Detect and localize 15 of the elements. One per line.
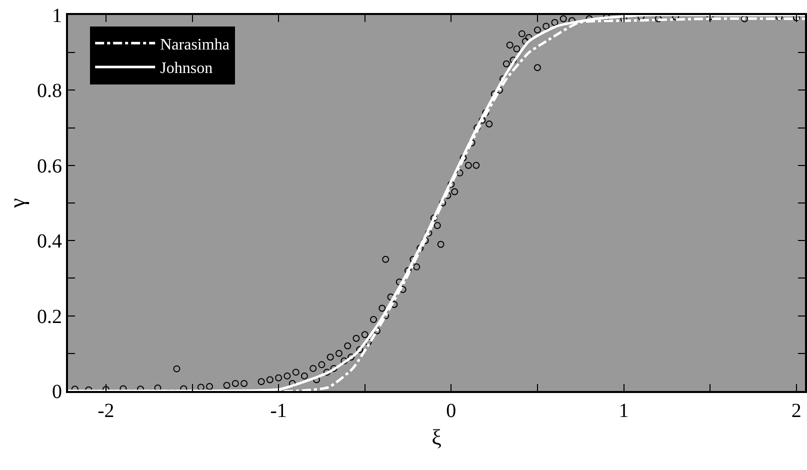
y-tick-label: 0.6 bbox=[37, 155, 62, 178]
legend-label: Narasimha bbox=[160, 36, 230, 54]
x-tick-label: 1 bbox=[618, 400, 629, 422]
x-tick-label: -2 bbox=[98, 400, 114, 422]
y-tick-label: 1 bbox=[52, 5, 62, 27]
y-tick-label: 0.8 bbox=[37, 80, 62, 102]
x-axis-title: ξ bbox=[432, 424, 442, 450]
y-tick-label: 0 bbox=[52, 381, 62, 403]
x-tick-label: 0 bbox=[446, 400, 456, 422]
legend-label: Johnson bbox=[160, 60, 213, 78]
x-tick-label: 2 bbox=[791, 400, 802, 422]
x-tick-label: -1 bbox=[270, 400, 287, 422]
y-tick-label: 0.4 bbox=[37, 230, 62, 253]
y-tick-label: 0.2 bbox=[37, 306, 62, 328]
y-axis-title: γ bbox=[4, 198, 30, 209]
